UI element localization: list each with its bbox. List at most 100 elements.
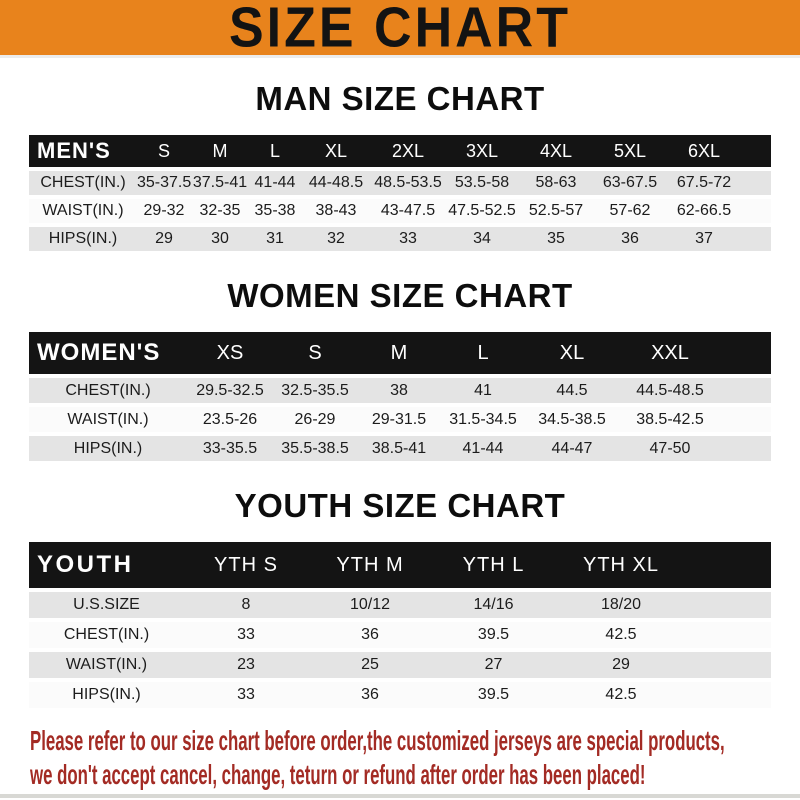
size-cell: 27	[432, 652, 555, 678]
men-hips-row: HIPS(IN.) 29 30 31 32 33 34 35 36 37	[29, 227, 771, 251]
size-cell: 44.5	[525, 378, 619, 403]
size-cell: 33	[184, 622, 308, 648]
size-cell: 44-47	[525, 436, 619, 461]
filler-cell	[687, 622, 771, 648]
size-cell: 23.5-26	[187, 407, 273, 432]
men-col-header: 2XL	[371, 135, 445, 167]
size-cell: 67.5-72	[667, 171, 741, 195]
size-cell: 42.5	[555, 622, 687, 648]
row-label: WAIST(IN.)	[29, 407, 187, 432]
bottom-edge-divider	[0, 794, 800, 798]
size-cell: 39.5	[432, 682, 555, 708]
size-cell: 29	[137, 227, 191, 251]
row-label: CHEST(IN.)	[29, 171, 137, 195]
women-size-table: WOMEN'S XS S M L XL XXL CHEST(IN.) 29.5-…	[29, 328, 771, 465]
women-hips-row: HIPS(IN.) 33-35.5 35.5-38.5 38.5-41 41-4…	[29, 436, 771, 461]
women-col-header: XS	[187, 332, 273, 374]
women-col-header: XL	[525, 332, 619, 374]
size-cell: 53.5-58	[445, 171, 519, 195]
youth-col-header: YTH XL	[555, 542, 687, 588]
men-header-row: MEN'S S M L XL 2XL 3XL 4XL 5XL 6XL	[29, 135, 771, 167]
filler-cell	[687, 652, 771, 678]
size-cell: 48.5-53.5	[371, 171, 445, 195]
men-col-header: 3XL	[445, 135, 519, 167]
footer-line-1: Please refer to our size chart before or…	[30, 725, 725, 756]
size-cell: 29-31.5	[357, 407, 441, 432]
youth-header-row: YOUTH YTH S YTH M YTH L YTH XL	[29, 542, 771, 588]
women-chest-row: CHEST(IN.) 29.5-32.5 32.5-35.5 38 41 44.…	[29, 378, 771, 403]
size-cell: 29	[555, 652, 687, 678]
filler-cell	[721, 378, 771, 403]
youth-size-table: YOUTH YTH S YTH M YTH L YTH XL U.S.SIZE …	[29, 538, 771, 712]
size-chart-banner: SIZE CHART	[0, 0, 800, 58]
size-cell: 47-50	[619, 436, 721, 461]
youth-col-header: YTH L	[432, 542, 555, 588]
size-cell: 42.5	[555, 682, 687, 708]
row-label: HIPS(IN.)	[29, 436, 187, 461]
youth-waist-row: WAIST(IN.) 23 25 27 29	[29, 652, 771, 678]
size-cell: 31	[249, 227, 301, 251]
footer-line-2: we don't accept cancel, change, teturn o…	[30, 759, 646, 790]
filler-cell	[741, 135, 771, 167]
size-cell: 33-35.5	[187, 436, 273, 461]
men-col-header: L	[249, 135, 301, 167]
size-cell: 37.5-41	[191, 171, 249, 195]
size-cell: 35-37.5	[137, 171, 191, 195]
size-cell: 33	[371, 227, 445, 251]
men-col-header: M	[191, 135, 249, 167]
filler-cell	[741, 227, 771, 251]
women-col-header: S	[273, 332, 357, 374]
size-cell: 38.5-41	[357, 436, 441, 461]
size-cell: 36	[308, 622, 432, 648]
size-cell: 52.5-57	[519, 199, 593, 223]
women-header-row: WOMEN'S XS S M L XL XXL	[29, 332, 771, 374]
size-cell: 31.5-34.5	[441, 407, 525, 432]
size-cell: 8	[184, 592, 308, 618]
man-size-section: MAN SIZE CHART MEN'S S M L XL 2XL 3XL 4X…	[0, 80, 800, 255]
youth-size-title: YOUTH SIZE CHART	[234, 487, 566, 524]
size-cell: 26-29	[273, 407, 357, 432]
women-header-label: WOMEN'S	[29, 332, 187, 374]
size-cell: 57-62	[593, 199, 667, 223]
size-cell: 34	[445, 227, 519, 251]
size-cell: 29.5-32.5	[187, 378, 273, 403]
filler-cell	[687, 682, 771, 708]
men-col-header: 4XL	[519, 135, 593, 167]
men-chest-row: CHEST(IN.) 35-37.5 37.5-41 41-44 44-48.5…	[29, 171, 771, 195]
men-col-header: 6XL	[667, 135, 741, 167]
filler-cell	[687, 542, 771, 588]
size-cell: 35	[519, 227, 593, 251]
youth-hips-row: HIPS(IN.) 33 36 39.5 42.5	[29, 682, 771, 708]
men-col-header: S	[137, 135, 191, 167]
size-cell: 36	[593, 227, 667, 251]
size-cell: 38-43	[301, 199, 371, 223]
filler-cell	[741, 171, 771, 195]
size-cell: 35.5-38.5	[273, 436, 357, 461]
filler-cell	[721, 436, 771, 461]
filler-cell	[741, 199, 771, 223]
size-cell: 41-44	[441, 436, 525, 461]
size-cell: 58-63	[519, 171, 593, 195]
women-waist-row: WAIST(IN.) 23.5-26 26-29 29-31.5 31.5-34…	[29, 407, 771, 432]
size-cell: 36	[308, 682, 432, 708]
size-cell: 43-47.5	[371, 199, 445, 223]
row-label: HIPS(IN.)	[29, 682, 184, 708]
women-col-header: M	[357, 332, 441, 374]
youth-size-section: YOUTH SIZE CHART YOUTH YTH S YTH M YTH L…	[0, 487, 800, 712]
youth-header-label: YOUTH	[29, 542, 184, 588]
size-cell: 30	[191, 227, 249, 251]
size-cell: 44.5-48.5	[619, 378, 721, 403]
row-label: WAIST(IN.)	[29, 199, 137, 223]
men-col-header: XL	[301, 135, 371, 167]
size-cell: 37	[667, 227, 741, 251]
filler-cell	[687, 592, 771, 618]
size-cell: 14/16	[432, 592, 555, 618]
women-col-header: L	[441, 332, 525, 374]
man-size-title: MAN SIZE CHART	[255, 80, 545, 117]
size-cell: 39.5	[432, 622, 555, 648]
row-label: HIPS(IN.)	[29, 227, 137, 251]
size-cell: 63-67.5	[593, 171, 667, 195]
row-label: CHEST(IN.)	[29, 622, 184, 648]
size-cell: 38	[357, 378, 441, 403]
filler-cell	[721, 407, 771, 432]
